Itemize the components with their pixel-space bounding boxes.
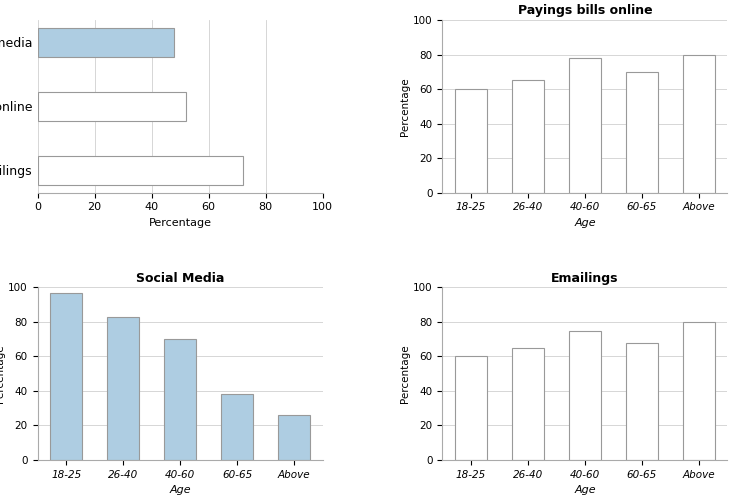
X-axis label: Percentage: Percentage xyxy=(148,218,211,228)
Bar xyxy=(278,415,310,460)
X-axis label: Age: Age xyxy=(170,486,190,496)
Title: Payings bills online: Payings bills online xyxy=(518,4,652,18)
Title: Social Media: Social Media xyxy=(136,272,224,285)
Bar xyxy=(50,292,82,460)
Bar xyxy=(626,342,658,460)
Y-axis label: Percentage: Percentage xyxy=(0,344,5,403)
X-axis label: Age: Age xyxy=(574,486,596,496)
Bar xyxy=(683,322,715,460)
Bar xyxy=(455,89,487,192)
Bar xyxy=(455,356,487,460)
Bar xyxy=(683,54,715,192)
Bar xyxy=(221,394,253,460)
Y-axis label: Percentage: Percentage xyxy=(400,77,410,136)
Bar xyxy=(569,330,601,460)
Bar xyxy=(38,92,186,120)
Bar xyxy=(569,58,601,192)
X-axis label: Age: Age xyxy=(574,218,596,228)
Bar xyxy=(38,28,174,56)
Title: Emailings: Emailings xyxy=(551,272,619,285)
Bar xyxy=(626,72,658,192)
Bar xyxy=(38,156,243,184)
Bar xyxy=(107,317,139,460)
Bar xyxy=(512,348,544,460)
Y-axis label: Percentage: Percentage xyxy=(400,344,410,403)
Bar xyxy=(512,80,544,192)
Bar xyxy=(164,339,196,460)
